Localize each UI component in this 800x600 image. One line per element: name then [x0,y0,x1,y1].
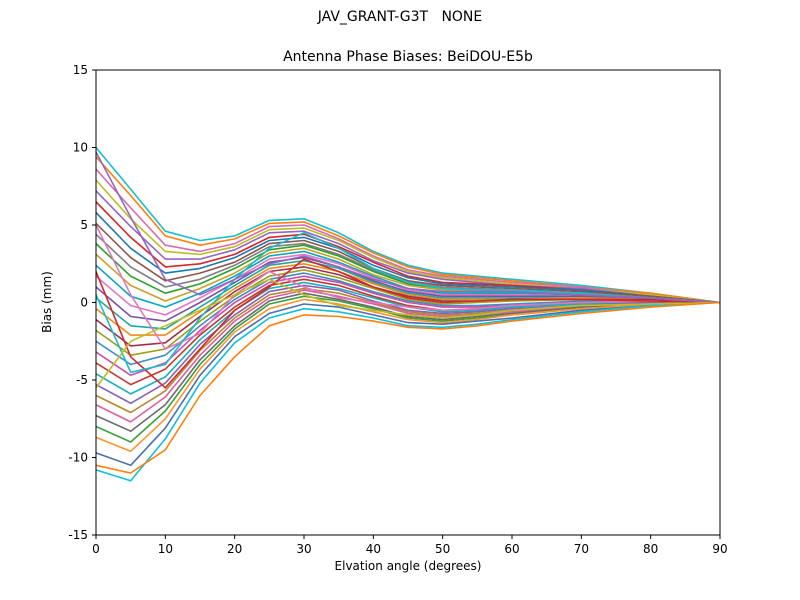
line-26 [96,292,720,433]
x-tick-label: 60 [504,542,519,556]
figure-suptitle: JAV_GRANT-G3T NONE [317,9,483,25]
y-tick-label: 5 [80,218,88,232]
x-tick-label: 90 [712,542,727,556]
line-18 [96,269,720,357]
x-tick-label: 20 [227,542,242,556]
y-tick-label: -15 [68,528,88,542]
y-tick-label: 15 [73,63,88,77]
x-tick-label: 10 [158,542,173,556]
line-03 [96,168,720,304]
line-35 [96,278,720,389]
x-tick-label: 40 [366,542,381,556]
x-tick-label: 50 [435,542,450,556]
y-tick-label: 10 [73,141,88,155]
line-30 [96,301,720,482]
data-lines [96,146,720,482]
line-01 [96,146,720,304]
y-tick-label: -5 [76,373,88,387]
x-tick-label: 70 [574,542,589,556]
line-08 [96,222,720,304]
chart-title: Antenna Phase Biases: BeiDOU-E5b [283,49,533,65]
x-tick-label: 80 [643,542,658,556]
line-34 [96,151,720,304]
line-32 [96,258,720,389]
x-axis-label: Elvation angle (degrees) [334,559,482,573]
line-22 [96,281,720,395]
line-33 [96,232,720,374]
x-tick-label: 0 [92,542,100,556]
line-36 [96,301,720,474]
y-tick-label: -10 [68,451,88,465]
x-tick-label: 30 [296,542,311,556]
line-07 [96,211,720,304]
line-29 [96,301,720,467]
y-tick-label: 0 [80,296,88,310]
